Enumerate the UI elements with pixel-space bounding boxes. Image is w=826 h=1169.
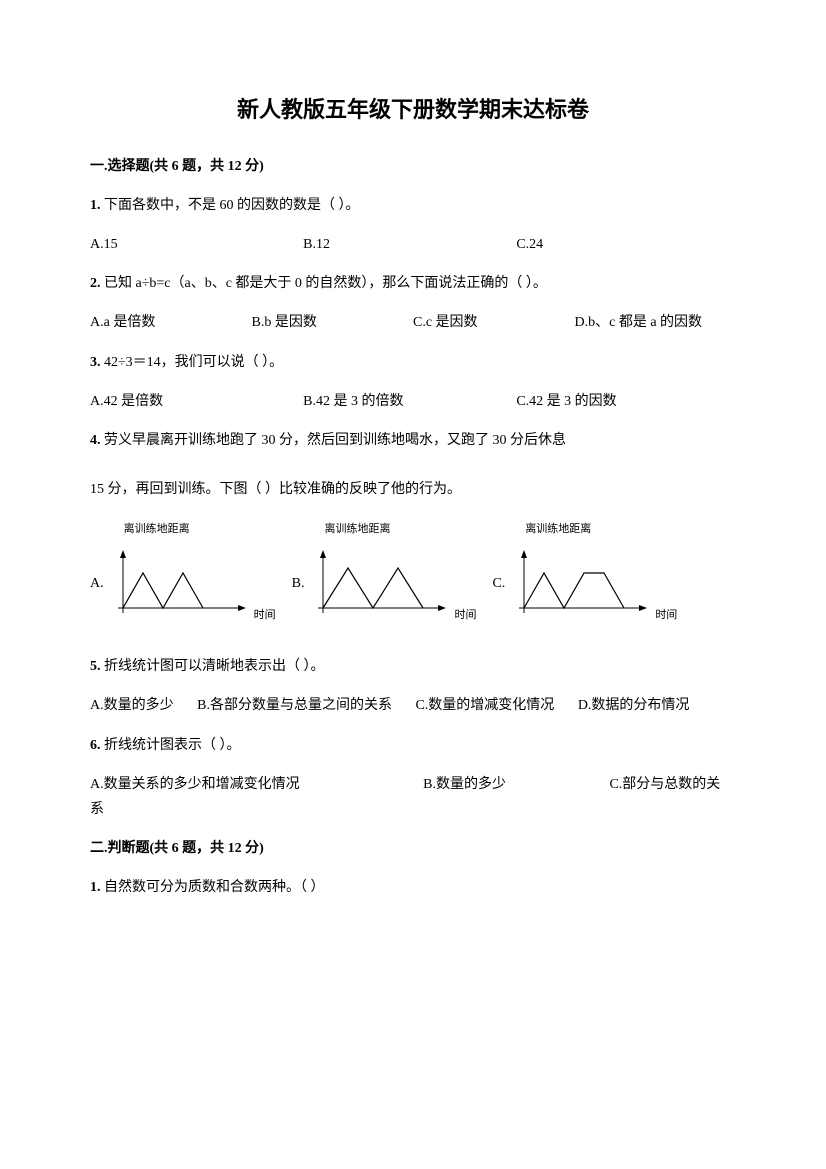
q1-num: 1. bbox=[90, 198, 101, 213]
chart-c-ylabel: 离训练地距离 bbox=[525, 520, 591, 540]
q3-opt-a: A.42 是倍数 bbox=[90, 389, 303, 414]
q2-text: 已知 a÷b=c（a、b、c 都是大于 0 的自然数），那么下面说法正确的（ ）… bbox=[101, 276, 547, 291]
q5-opt-d: D.数据的分布情况 bbox=[578, 698, 690, 713]
q2: 2. 已知 a÷b=c（a、b、c 都是大于 0 的自然数），那么下面说法正确的… bbox=[90, 271, 736, 296]
chart-c-label: C. bbox=[492, 571, 505, 596]
q3-text: 42÷3＝14，我们可以说（ ）。 bbox=[101, 355, 284, 370]
q5-opt-a: A.数量的多少 bbox=[90, 698, 174, 713]
chart-c-svg bbox=[509, 548, 659, 618]
q6-opt-b: B.数量的多少 bbox=[423, 777, 506, 792]
section2-header: 二.判断题(共 6 题，共 12 分) bbox=[90, 836, 736, 861]
q5-opt-c: C.数量的增减变化情况 bbox=[415, 698, 554, 713]
q3: 3. 42÷3＝14，我们可以说（ ）。 bbox=[90, 350, 736, 375]
chart-c-cell: C. 离训练地距离 时间 bbox=[492, 526, 669, 626]
section1-header: 一.选择题(共 6 题，共 12 分) bbox=[90, 154, 736, 179]
q2-opt-b: B.b 是因数 bbox=[252, 310, 414, 335]
q5-opt-b: B.各部分数量与总量之间的关系 bbox=[197, 698, 392, 713]
q4-charts: A. 离训练地距离 时间 B. 离训练地距离 时间 bbox=[90, 526, 736, 626]
chart-b-cell: B. 离训练地距离 时间 bbox=[292, 526, 469, 626]
q4-text1: 劳义早晨离开训练地跑了 30 分，然后回到训练地喝水，又跑了 30 分后休息 bbox=[101, 433, 567, 448]
q2-num: 2. bbox=[90, 276, 101, 291]
q2-opt-a: A.a 是倍数 bbox=[90, 310, 252, 335]
q1-text: 下面各数中，不是 60 的因数的数是（ ）。 bbox=[101, 198, 360, 213]
q3-opt-c: C.42 是 3 的因数 bbox=[516, 389, 729, 414]
chart-b-ylabel: 离训练地距离 bbox=[324, 520, 390, 540]
q6-options: A.数量关系的多少和增减变化情况 B.数量的多少 C.部分与总数的关系 bbox=[90, 772, 736, 822]
q5-text: 折线统计图可以清晰地表示出（ ）。 bbox=[101, 659, 325, 674]
q6-opt-a: A.数量关系的多少和增减变化情况 bbox=[90, 777, 300, 792]
q4-num: 4. bbox=[90, 433, 101, 448]
q5-options: A.数量的多少 B.各部分数量与总量之间的关系 C.数量的增减变化情况 D.数据… bbox=[90, 693, 736, 718]
q4-text2: 15 分，再回到训练。下图（ ）比较准确的反映了他的行为。 bbox=[90, 482, 461, 497]
q4-line2: 15 分，再回到训练。下图（ ）比较准确的反映了他的行为。 bbox=[90, 477, 736, 502]
chart-c-xlabel: 时间 bbox=[655, 606, 677, 626]
q1: 1. 下面各数中，不是 60 的因数的数是（ ）。 bbox=[90, 193, 736, 218]
chart-b-svg bbox=[308, 548, 458, 618]
s2-q1-num: 1. bbox=[90, 880, 101, 895]
chart-a-label: A. bbox=[90, 571, 104, 596]
q6-num: 6. bbox=[90, 738, 101, 753]
chart-a-path bbox=[123, 573, 203, 608]
chart-b-label: B. bbox=[292, 571, 305, 596]
q6-text: 折线统计图表示（ ）。 bbox=[101, 738, 241, 753]
s2-q1: 1. 自然数可分为质数和合数两种。（ ） bbox=[90, 875, 736, 900]
chart-b: 离训练地距离 时间 bbox=[308, 526, 468, 626]
q2-options: A.a 是倍数 B.b 是因数 C.c 是因数 D.b、c 都是 a 的因数 bbox=[90, 310, 736, 335]
q6: 6. 折线统计图表示（ ）。 bbox=[90, 733, 736, 758]
q1-opt-c: C.24 bbox=[516, 232, 729, 257]
page-title: 新人教版五年级下册数学期末达标卷 bbox=[90, 90, 736, 130]
s2-q1-text: 自然数可分为质数和合数两种。（ ） bbox=[101, 880, 325, 895]
q2-opt-d: D.b、c 都是 a 的因数 bbox=[575, 310, 737, 335]
q1-options: A.15 B.12 C.24 bbox=[90, 232, 736, 257]
chart-c-path bbox=[524, 573, 624, 608]
q1-opt-a: A.15 bbox=[90, 232, 303, 257]
q3-options: A.42 是倍数 B.42 是 3 的倍数 C.42 是 3 的因数 bbox=[90, 389, 736, 414]
chart-a-cell: A. 离训练地距离 时间 bbox=[90, 526, 268, 626]
q1-opt-b: B.12 bbox=[303, 232, 516, 257]
q3-num: 3. bbox=[90, 355, 101, 370]
chart-a: 离训练地距离 时间 bbox=[108, 526, 268, 626]
chart-b-xlabel: 时间 bbox=[454, 606, 476, 626]
q4-line1: 4. 劳义早晨离开训练地跑了 30 分，然后回到训练地喝水，又跑了 30 分后休… bbox=[90, 428, 736, 453]
chart-b-path bbox=[323, 568, 423, 608]
chart-a-xlabel: 时间 bbox=[254, 606, 276, 626]
q5-num: 5. bbox=[90, 659, 101, 674]
chart-a-ylabel: 离训练地距离 bbox=[124, 520, 190, 540]
chart-c: 离训练地距离 时间 bbox=[509, 526, 669, 626]
q3-opt-b: B.42 是 3 的倍数 bbox=[303, 389, 516, 414]
q2-opt-c: C.c 是因数 bbox=[413, 310, 575, 335]
q5: 5. 折线统计图可以清晰地表示出（ ）。 bbox=[90, 654, 736, 679]
chart-a-svg bbox=[108, 548, 258, 618]
